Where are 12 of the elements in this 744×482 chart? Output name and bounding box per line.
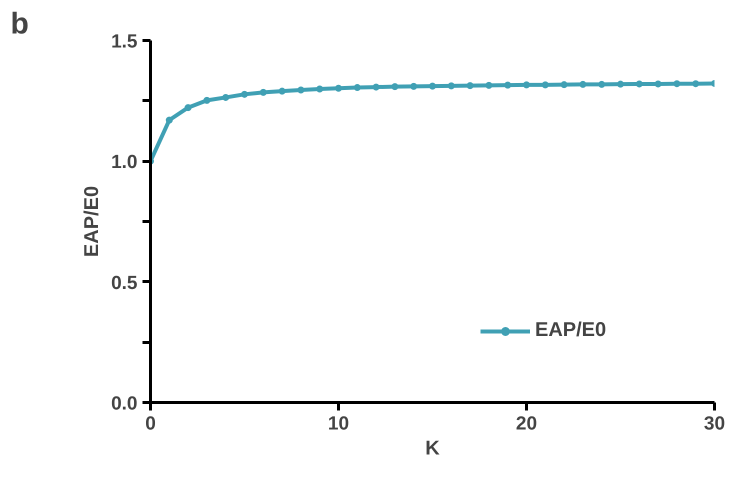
y-tick-label: 0.0 bbox=[111, 394, 138, 414]
x-tick-label: 30 bbox=[704, 414, 726, 434]
y-tick-label: 0.5 bbox=[111, 272, 138, 294]
y-tick-label: 1.0 bbox=[111, 152, 138, 174]
x-axis-title: K bbox=[425, 438, 440, 460]
x-tick-label: 20 bbox=[516, 414, 538, 434]
y-tick-label: 1.5 bbox=[111, 32, 138, 52]
y-axis-title: EAP/E0 bbox=[81, 186, 104, 258]
legend-label: EAP/E0 bbox=[535, 319, 606, 342]
chart-title: b bbox=[10, 8, 29, 40]
x-tick-label: 0 bbox=[145, 414, 156, 434]
x-tick-label: 10 bbox=[328, 414, 350, 434]
